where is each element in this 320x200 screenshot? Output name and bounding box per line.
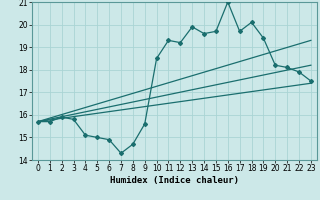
- X-axis label: Humidex (Indice chaleur): Humidex (Indice chaleur): [110, 176, 239, 185]
